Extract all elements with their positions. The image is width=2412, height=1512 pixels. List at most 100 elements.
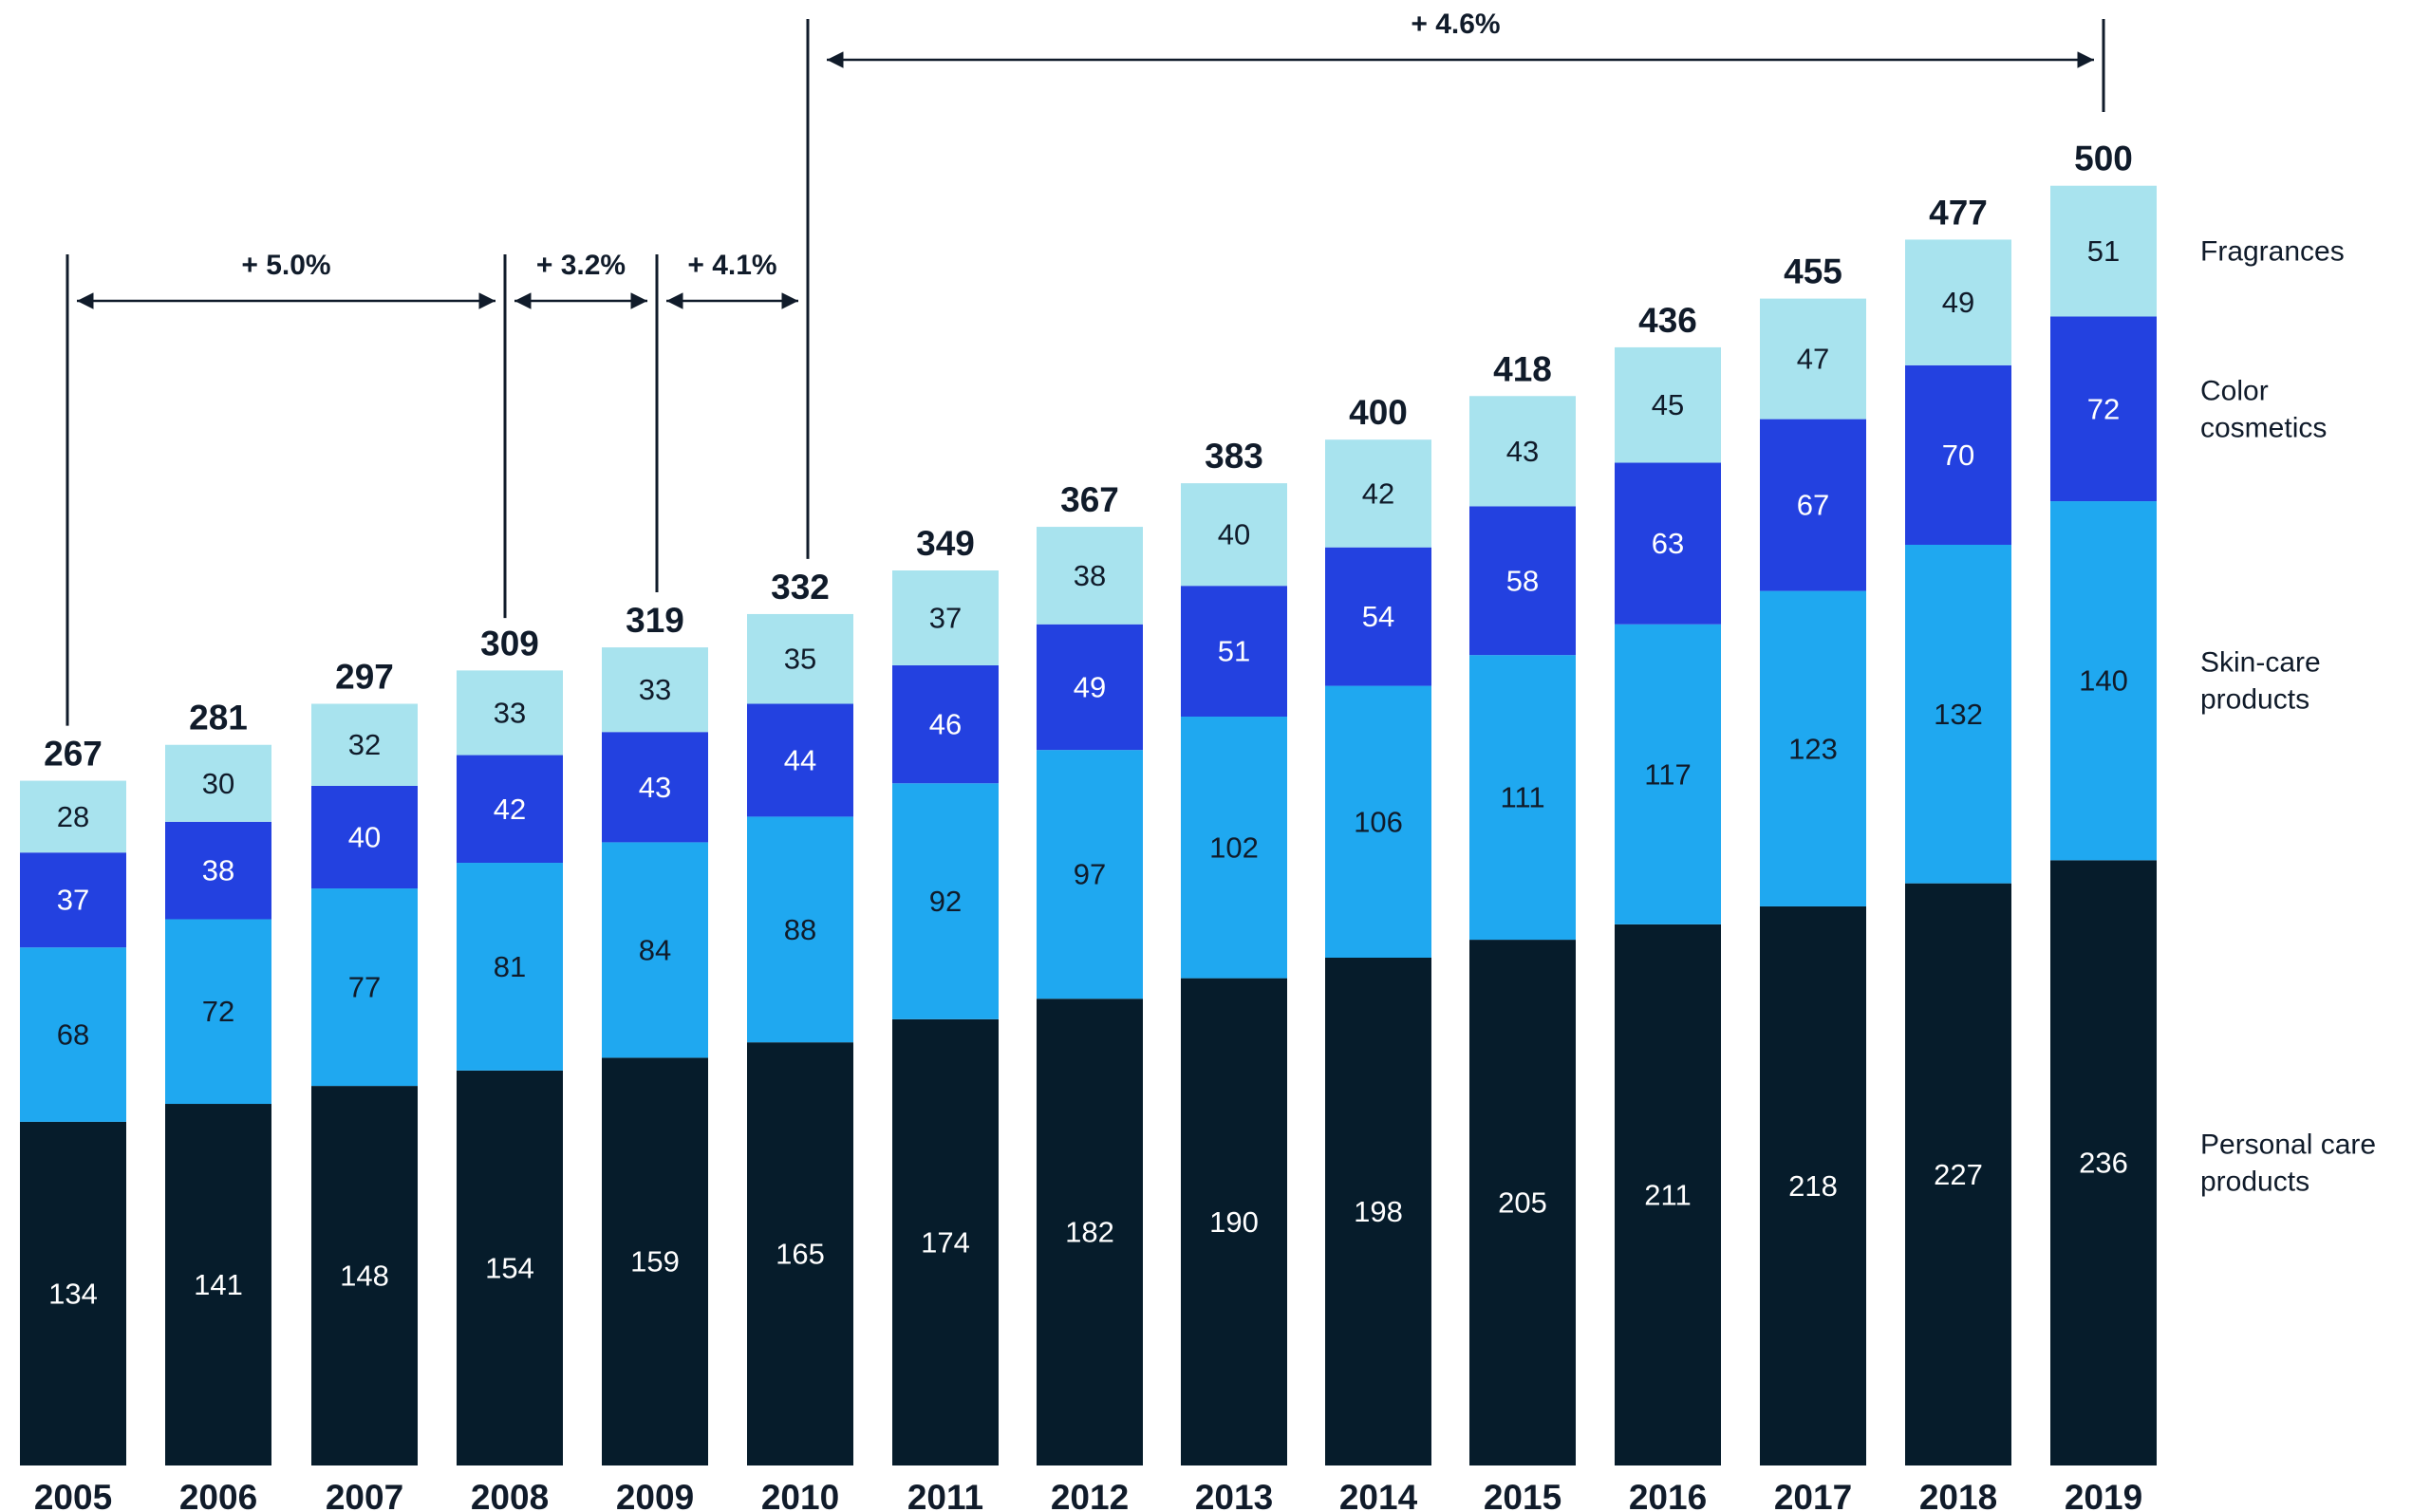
- segment-value-label: 92: [929, 885, 962, 918]
- segment-value-label: 211: [1644, 1178, 1691, 1211]
- segment-value-label: 70: [1942, 439, 1974, 472]
- segment-value-label: 81: [494, 950, 526, 983]
- bar-total-label: 319: [626, 601, 684, 640]
- segment-value-label: 43: [639, 771, 671, 804]
- bar-segment-2005-2: [20, 852, 126, 948]
- legend-label-0: Fragrances: [2200, 236, 2345, 268]
- segment-value-label: 159: [630, 1245, 680, 1279]
- bar-segment-2006-0: [165, 1104, 271, 1465]
- bar-segment-2009-1: [602, 842, 708, 1058]
- segment-value-label: 44: [784, 743, 816, 776]
- bar-total-label: 418: [1493, 349, 1552, 388]
- segment-value-label: 132: [1934, 698, 1983, 731]
- bar-total-label: 500: [2074, 140, 2133, 178]
- bar-segment-2007-2: [311, 785, 418, 889]
- bar-segment-2015-1: [1469, 655, 1576, 941]
- segment-value-label: 227: [1934, 1158, 1983, 1191]
- bar-total-label: 281: [189, 699, 248, 737]
- x-tick-label: 2005: [34, 1478, 112, 1512]
- cagr-label: + 3.2%: [536, 250, 626, 281]
- bar-segment-2011-0: [892, 1018, 999, 1465]
- bar-segment-2018-0: [1905, 883, 2011, 1465]
- segment-value-label: 38: [202, 854, 234, 887]
- segment-value-label: 63: [1652, 527, 1684, 560]
- bar-segment-2016-3: [1615, 346, 1721, 463]
- bar-segment-2018-2: [1905, 364, 2011, 545]
- segment-value-label: 84: [639, 933, 671, 966]
- segment-value-label: 218: [1788, 1169, 1838, 1203]
- segment-value-label: 51: [2087, 234, 2120, 268]
- segment-value-label: 77: [348, 971, 381, 1004]
- segment-value-label: 67: [1797, 489, 1829, 522]
- bar-segment-2010-1: [747, 816, 853, 1043]
- x-tick-label: 2014: [1339, 1478, 1418, 1512]
- bar-segment-2014-3: [1325, 439, 1431, 548]
- segment-value-label: 148: [340, 1260, 389, 1293]
- bar-segment-2018-3: [1905, 239, 2011, 365]
- x-tick-label: 2009: [616, 1478, 694, 1512]
- segment-value-label: 123: [1788, 732, 1838, 765]
- bar-segment-2007-3: [311, 703, 418, 786]
- bar-segment-2015-3: [1469, 396, 1576, 507]
- bar-segment-2013-2: [1181, 586, 1287, 718]
- segment-value-label: 37: [57, 884, 89, 917]
- bar-segment-2005-1: [20, 947, 126, 1122]
- bar-segment-2011-3: [892, 570, 999, 665]
- bar-segment-2008-2: [457, 755, 563, 864]
- segment-value-label: 117: [1644, 757, 1691, 791]
- segment-value-label: 198: [1354, 1195, 1403, 1228]
- bar-segment-2013-0: [1181, 978, 1287, 1465]
- cagr-label: + 4.1%: [687, 250, 776, 281]
- bar-segment-2005-3: [20, 780, 126, 853]
- segment-value-label: 68: [57, 1018, 89, 1052]
- segment-value-label: 42: [1362, 476, 1394, 510]
- bar-segment-2008-0: [457, 1070, 563, 1465]
- segment-value-label: 30: [202, 767, 234, 800]
- segment-value-label: 97: [1074, 858, 1106, 891]
- segment-value-label: 236: [2079, 1147, 2128, 1180]
- bar-segment-2015-2: [1469, 506, 1576, 656]
- segment-value-label: 154: [485, 1251, 534, 1284]
- bar-segment-2010-3: [747, 613, 853, 704]
- segment-value-label: 40: [348, 821, 381, 854]
- segment-value-label: 40: [1218, 518, 1250, 551]
- segment-value-label: 46: [929, 708, 962, 741]
- bar-total-label: 297: [335, 658, 394, 697]
- segment-value-label: 182: [1065, 1216, 1114, 1249]
- bar-segment-2019-2: [2050, 316, 2157, 502]
- segment-value-label: 72: [2087, 392, 2120, 425]
- segment-value-label: 37: [929, 601, 962, 634]
- segment-value-label: 205: [1498, 1186, 1547, 1220]
- segment-value-label: 38: [1074, 559, 1106, 592]
- segment-value-label: 33: [494, 696, 526, 729]
- legend-label-2: Skin-care products: [2200, 647, 2321, 716]
- segment-value-label: 134: [48, 1277, 98, 1310]
- segment-value-label: 47: [1797, 343, 1829, 376]
- segment-value-label: 49: [1942, 286, 1974, 319]
- bar-segment-2018-1: [1905, 544, 2011, 884]
- bar-segment-2005-0: [20, 1121, 126, 1465]
- segment-value-label: 88: [784, 913, 816, 946]
- segment-value-label: 111: [1500, 781, 1544, 814]
- bar-segment-2007-1: [311, 888, 418, 1087]
- bar-total-label: 332: [771, 568, 830, 607]
- segment-value-label: 165: [776, 1238, 825, 1271]
- segment-value-label: 141: [194, 1268, 243, 1301]
- bar-segment-2006-3: [165, 744, 271, 822]
- bar-segment-2014-1: [1325, 685, 1431, 959]
- bar-total-label: 349: [916, 524, 975, 563]
- segment-value-label: 140: [2079, 664, 2128, 698]
- bar-segment-2019-3: [2050, 185, 2157, 317]
- bar-total-label: 383: [1205, 437, 1263, 476]
- bar-total-label: 309: [480, 624, 539, 663]
- segment-value-label: 106: [1354, 805, 1403, 838]
- segment-value-label: 54: [1362, 600, 1394, 633]
- bar-segment-2012-3: [1037, 527, 1143, 625]
- bar-segment-2007-0: [311, 1086, 418, 1465]
- segment-value-label: 33: [639, 673, 671, 706]
- bar-segment-2016-0: [1615, 924, 1721, 1465]
- bar-segment-2019-0: [2050, 860, 2157, 1465]
- bar-segment-2014-0: [1325, 958, 1431, 1465]
- x-tick-label: 2008: [471, 1478, 549, 1512]
